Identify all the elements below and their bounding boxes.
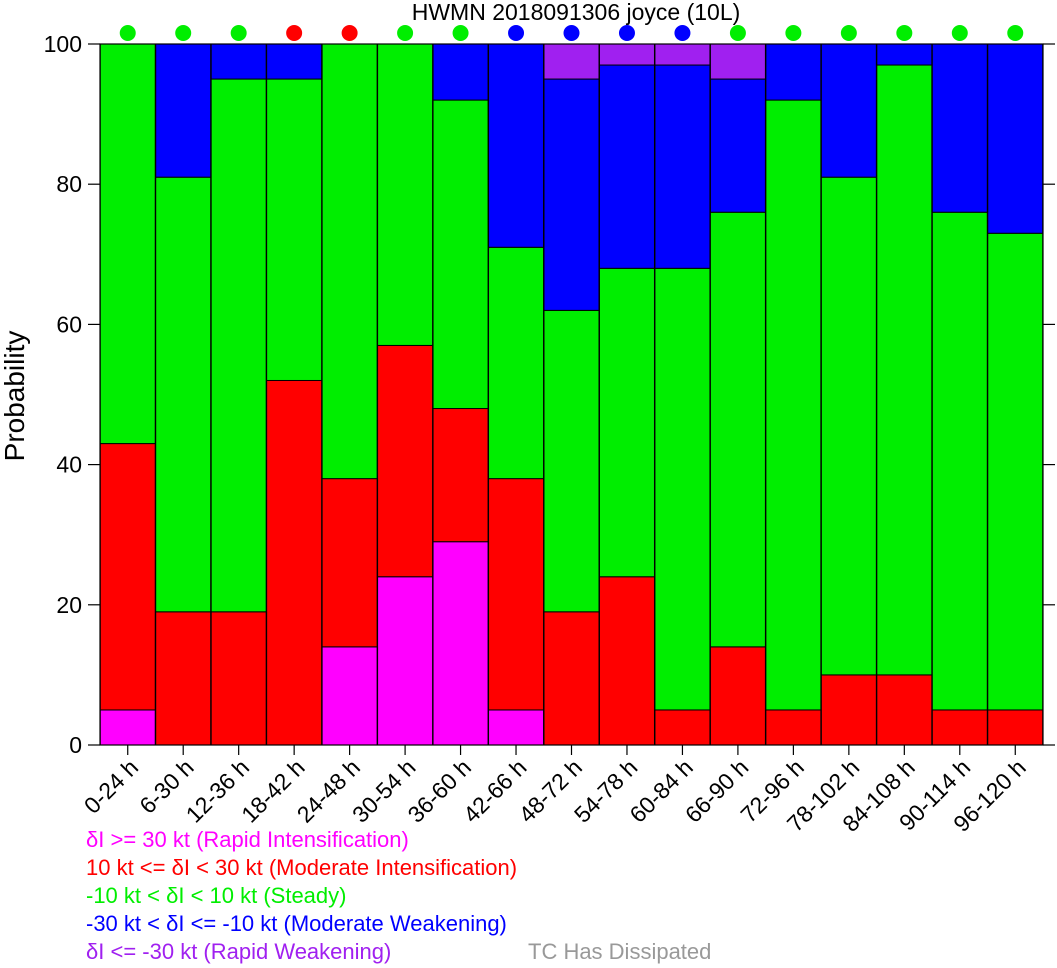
- y-tick-label-80: 80: [56, 171, 82, 197]
- bar-mi-1: [155, 611, 212, 746]
- bar-mw-15: [931, 43, 988, 213]
- top-marker-9: [618, 25, 635, 41]
- bar-rw-8: [543, 43, 600, 80]
- top-marker-13: [840, 25, 857, 41]
- bar-mi-6: [432, 408, 489, 543]
- bar-st-4: [321, 43, 378, 480]
- bar-mw-6: [432, 43, 489, 101]
- top-markers: [119, 25, 1024, 41]
- bar-st-6: [432, 99, 489, 410]
- bar-mi-2: [210, 611, 267, 746]
- bar-mw-9: [598, 64, 655, 269]
- bar-mi-13: [820, 674, 877, 746]
- top-marker-4: [341, 25, 358, 41]
- top-marker-14: [896, 25, 913, 41]
- bar-mi-16: [987, 709, 1044, 746]
- bar-mw-16: [987, 43, 1044, 234]
- bar-ri-6: [432, 541, 489, 746]
- top-marker-5: [397, 25, 414, 41]
- bar-mi-14: [876, 674, 933, 746]
- bar-st-10: [654, 267, 711, 711]
- bar-st-13: [820, 176, 877, 676]
- y-tick-label-0: 0: [69, 732, 82, 758]
- bar-st-5: [377, 43, 434, 346]
- legend-entry-moderate-weakening: -30 kt < δI <= -10 kt (Moderate Weakenin…: [86, 911, 507, 936]
- bar-st-15: [931, 211, 988, 711]
- y-tick-label-60: 60: [56, 311, 82, 337]
- bar-mi-10: [654, 709, 711, 746]
- bar-st-16: [987, 232, 1044, 711]
- bar-mi-15: [931, 709, 988, 746]
- top-marker-12: [785, 25, 802, 41]
- bar-st-12: [765, 99, 822, 711]
- legend-entry-rapid-intensification: δI >= 30 kt (Rapid Intensification): [86, 827, 409, 852]
- y-tick-label-20: 20: [56, 592, 82, 618]
- bar-mw-14: [876, 43, 933, 66]
- y-tick-label-100: 100: [44, 31, 82, 57]
- y-axis-label: Probability: [0, 331, 30, 462]
- legend: δI >= 30 kt (Rapid Intensification) 10 k…: [86, 826, 517, 966]
- bar-mw-1: [155, 43, 212, 178]
- bar-st-1: [155, 176, 212, 613]
- bar-mi-4: [321, 478, 378, 648]
- bar-st-0: [99, 43, 156, 445]
- bar-mw-11: [709, 78, 766, 213]
- top-marker-10: [674, 25, 691, 41]
- bars: [99, 43, 1044, 746]
- legend-entry-steady: -10 kt < δI < 10 kt (Steady): [86, 883, 347, 908]
- bar-mw-12: [765, 43, 822, 101]
- bar-ri-0: [99, 709, 156, 746]
- bar-mi-5: [377, 344, 434, 578]
- bar-mi-3: [266, 379, 323, 746]
- bar-st-2: [210, 78, 267, 613]
- bar-mw-2: [210, 43, 267, 80]
- bar-rw-10: [654, 43, 711, 66]
- bar-st-8: [543, 309, 600, 613]
- top-marker-6: [452, 25, 469, 41]
- top-marker-15: [951, 25, 968, 41]
- bar-ri-4: [321, 646, 378, 746]
- y-axis: 0 20 40 60 80 100: [44, 31, 1055, 758]
- bar-mi-8: [543, 611, 600, 746]
- x-tick-label-0: 0-24 h: [79, 754, 144, 819]
- top-marker-0: [119, 25, 136, 41]
- bar-mw-8: [543, 78, 600, 311]
- top-marker-16: [1007, 25, 1024, 41]
- bar-st-7: [488, 246, 545, 480]
- top-marker-2: [230, 25, 247, 41]
- bar-st-9: [598, 267, 655, 578]
- bar-ri-7: [488, 709, 545, 746]
- bar-rw-9: [598, 43, 655, 66]
- bar-mi-12: [765, 709, 822, 746]
- x-axis: 0-24 h6-30 h12-36 h18-42 h24-48 h30-54 h…: [79, 745, 1031, 837]
- top-marker-1: [175, 25, 192, 41]
- top-marker-7: [508, 25, 525, 41]
- bar-st-11: [709, 211, 766, 648]
- legend-entry-moderate-intensification: 10 kt <= δI < 30 kt (Moderate Intensific…: [86, 855, 518, 880]
- bar-st-3: [266, 78, 323, 381]
- bar-mi-0: [99, 443, 156, 711]
- chart-title: HWMN 2018091306 joyce (10L): [412, 0, 741, 25]
- bar-ri-5: [377, 576, 434, 746]
- legend-entry-dissipated: TC Has Dissipated: [528, 939, 712, 964]
- bar-mi-11: [709, 646, 766, 746]
- bar-mi-9: [598, 576, 655, 746]
- bar-mw-7: [488, 43, 545, 248]
- top-marker-3: [286, 25, 303, 41]
- legend-entry-rapid-weakening: δI <= -30 kt (Rapid Weakening): [86, 939, 392, 964]
- top-marker-8: [563, 25, 580, 41]
- bar-st-14: [876, 64, 933, 676]
- y-tick-label-40: 40: [56, 452, 82, 478]
- bar-mw-3: [266, 43, 323, 80]
- bar-mw-13: [820, 43, 877, 178]
- bar-rw-11: [709, 43, 766, 80]
- top-marker-11: [729, 25, 746, 41]
- bar-mi-7: [488, 478, 545, 711]
- bar-mw-10: [654, 64, 711, 269]
